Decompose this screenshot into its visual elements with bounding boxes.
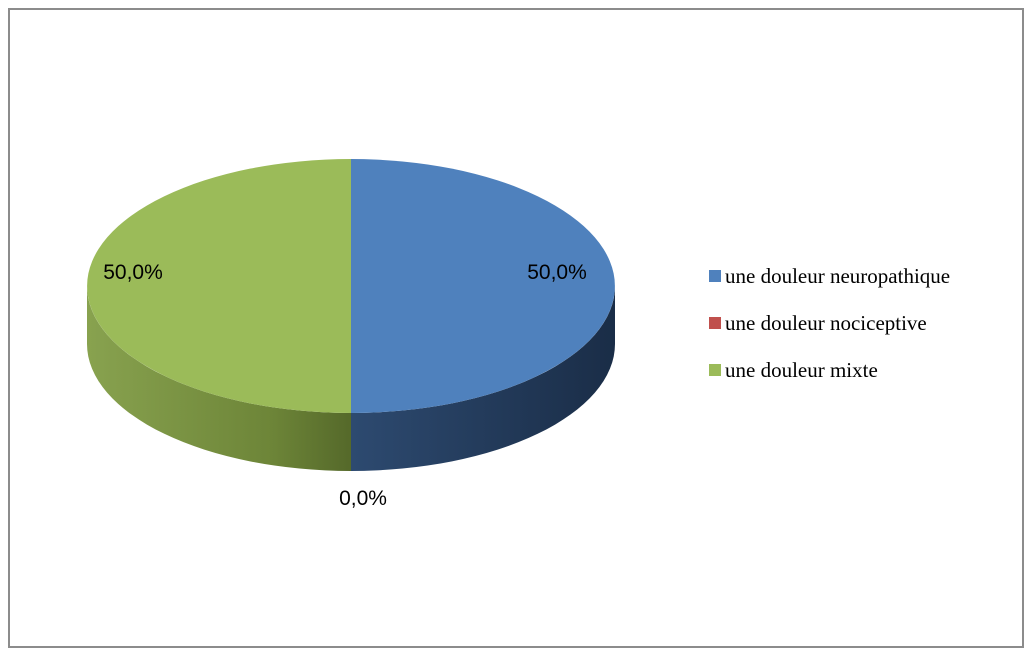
data-label-nociceptive: 0,0%	[339, 487, 387, 510]
pie-slice-neuropathique	[351, 159, 615, 413]
data-label-neuropathique: 50,0%	[527, 261, 587, 284]
pie-chart: 50,0% 0,0% 50,0% une douleur neuropathique…	[87, 159, 950, 510]
legend-label-mixte: une douleur mixte	[725, 358, 878, 382]
legend-label-neuropathique: une douleur neuropathique	[725, 264, 950, 288]
pie-slice-mixte	[87, 159, 351, 413]
pie-side-mixte	[87, 286, 351, 471]
legend-swatch-mixte	[709, 364, 721, 376]
legend-swatch-nociceptive	[709, 317, 721, 329]
pie-side-neuropathique	[351, 286, 615, 471]
legend-label-nociceptive: une douleur nociceptive	[725, 311, 927, 335]
data-label-mixte: 50,0%	[103, 261, 163, 284]
legend-swatch-neuropathique	[709, 270, 721, 282]
